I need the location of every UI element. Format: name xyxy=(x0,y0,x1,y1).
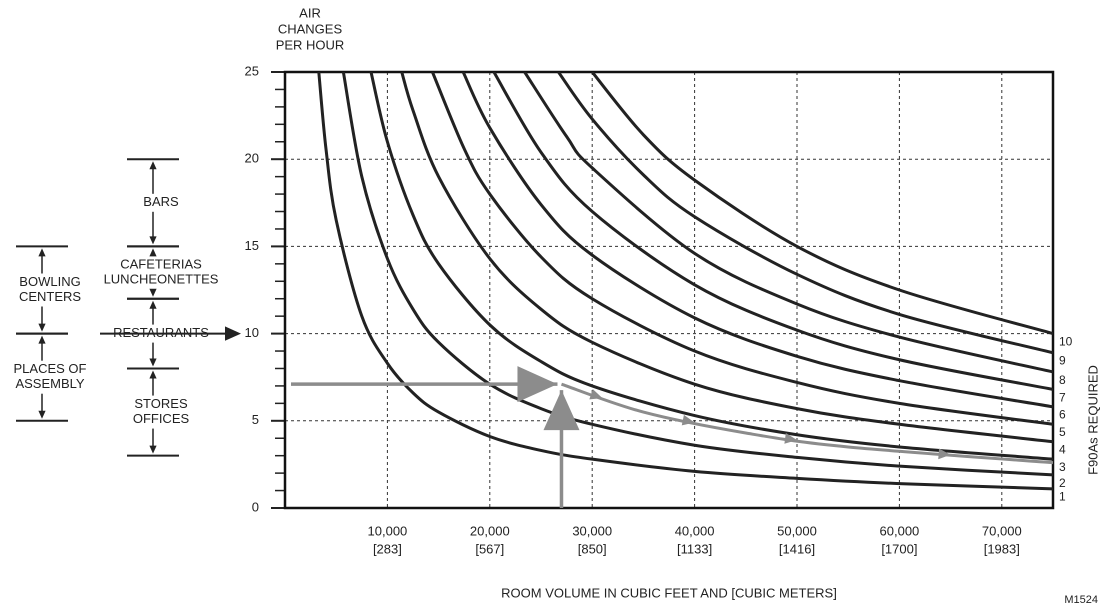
range-arrowhead xyxy=(38,323,46,332)
curve-label: 3 xyxy=(1059,460,1066,474)
y-tick-label: 20 xyxy=(245,151,259,166)
x-tick-label: 10,000 xyxy=(368,523,408,538)
x-tick-label: [1983] xyxy=(984,541,1020,556)
range-arrowhead xyxy=(149,358,157,367)
range-label: PLACES OF xyxy=(14,361,87,376)
range-arrowhead xyxy=(149,288,157,297)
x-tick-label: [283] xyxy=(373,541,402,556)
curves xyxy=(317,72,1053,491)
x-tick-label: [1416] xyxy=(779,541,815,556)
range-label: CENTERS xyxy=(19,289,81,304)
range-arrowhead xyxy=(38,248,46,257)
range-label: RESTAURANTS xyxy=(113,325,209,340)
curve xyxy=(369,72,1053,461)
curve xyxy=(431,72,1053,426)
curve-label: 6 xyxy=(1059,408,1066,422)
range-arrowhead xyxy=(149,300,157,309)
y-axis-label: AIR xyxy=(299,5,321,20)
range-arrowhead xyxy=(38,410,46,419)
curve-label: 7 xyxy=(1059,390,1066,404)
y-tick-label: 15 xyxy=(245,238,259,253)
curve xyxy=(317,72,1053,491)
plot-frame xyxy=(283,70,1055,510)
curve-label: 10 xyxy=(1059,334,1073,348)
x-tick-label: [1700] xyxy=(881,541,917,556)
x-tick-label: 20,000 xyxy=(470,523,510,538)
x-tick-label: 70,000 xyxy=(982,523,1022,538)
curve-label: 4 xyxy=(1059,443,1066,457)
range-label: STORES xyxy=(134,396,188,411)
x-tick-label: 30,000 xyxy=(572,523,612,538)
curve xyxy=(523,72,1053,374)
example-arrowhead xyxy=(517,366,558,403)
curve xyxy=(341,72,1053,477)
range-label: BOWLING xyxy=(19,274,80,289)
right-axis-label: F90As REQUIRED xyxy=(1085,365,1100,475)
y-tick-label: 0 xyxy=(252,499,259,514)
y-tick-label: 10 xyxy=(245,325,259,340)
curve-label: 2 xyxy=(1059,476,1066,490)
range-arrowhead xyxy=(149,236,157,245)
example-arrowhead xyxy=(589,389,603,400)
x-axis-label: ROOM VOLUME IN CUBIC FEET AND [CUBIC MET… xyxy=(501,585,837,600)
curve-label: 5 xyxy=(1059,425,1066,439)
x-tick-label: [850] xyxy=(578,541,607,556)
example-arrowhead xyxy=(681,414,695,426)
range-arrowhead xyxy=(149,161,157,170)
range-arrowhead xyxy=(149,445,157,454)
curve-label: 8 xyxy=(1059,373,1066,387)
range-arrowhead xyxy=(149,370,157,379)
y-tick-label: 5 xyxy=(252,412,259,427)
y-axis-label: CHANGES xyxy=(278,21,343,36)
x-tick-label: [567] xyxy=(475,541,504,556)
curve xyxy=(591,72,1053,336)
range-label: OFFICES xyxy=(133,411,190,426)
example-arrowhead xyxy=(938,448,951,460)
x-tick-label: [1133] xyxy=(677,541,712,556)
y-tick-label: 25 xyxy=(245,63,259,78)
example-arrowhead xyxy=(543,390,580,431)
curve xyxy=(461,72,1053,409)
curve xyxy=(492,72,1053,391)
range-arrowhead xyxy=(149,248,157,257)
range-label: CAFETERIAS xyxy=(120,256,202,271)
curve xyxy=(400,72,1053,444)
range-arrowhead xyxy=(38,335,46,344)
figure-id: M1524 xyxy=(1064,594,1098,606)
curve-label: 1 xyxy=(1059,490,1066,504)
range-label: LUNCHEONETTES xyxy=(104,271,219,286)
x-tick-label: 40,000 xyxy=(675,523,715,538)
axis-pointer-head xyxy=(225,326,241,341)
range-label: ASSEMBLY xyxy=(15,376,84,391)
curve xyxy=(557,72,1053,355)
y-axis-label: PER HOUR xyxy=(276,37,345,52)
example-arrowhead xyxy=(784,433,797,444)
x-tick-label: 50,000 xyxy=(777,523,817,538)
curve-label: 9 xyxy=(1059,354,1066,368)
range-label: BARS xyxy=(143,194,179,209)
x-tick-label: 60,000 xyxy=(880,523,920,538)
